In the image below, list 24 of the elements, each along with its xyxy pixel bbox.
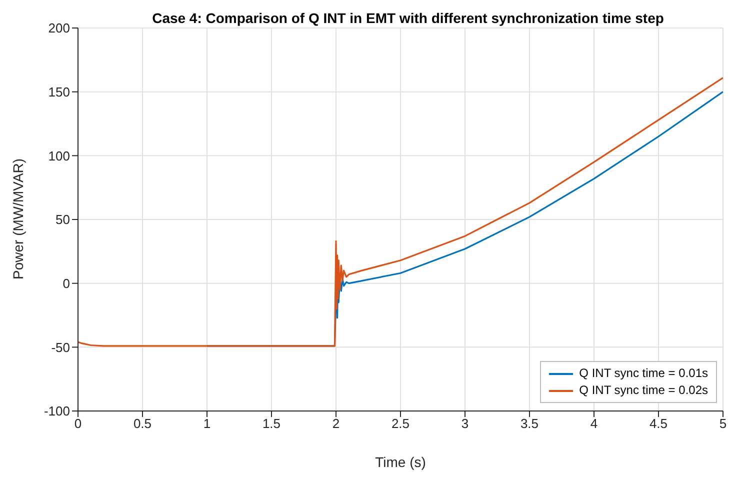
x-tick-label: 4.5 [649,416,668,432]
x-tick-label: 3.5 [520,416,539,432]
x-axis-title: Time (s) [375,454,426,470]
x-tick-label: 0 [74,416,82,432]
legend-label: Q INT sync time = 0.02s [579,382,708,399]
x-tick-label: 0.5 [133,416,152,432]
y-tick-label: 50 [56,212,70,228]
x-tick-label: 5 [719,416,727,432]
y-tick-label: 0 [62,276,70,291]
x-tick-label: 2.5 [391,416,410,432]
y-tick-label: 200 [48,20,70,36]
line-series [78,76,723,347]
x-tick-label: 4 [590,416,598,432]
x-tick-label: 1 [203,416,211,432]
y-axis-title: Power (MW/MVAR) [10,158,26,280]
y-tick-label: 100 [48,148,70,164]
x-tick-label: 2 [332,416,340,432]
y-tick-label: -100 [44,404,70,419]
y-tick-label: -50 [51,340,70,355]
legend-label: Q INT sync time = 0.01s [579,365,708,382]
x-tick-label: 1.5 [262,416,281,432]
y-tick-label: 150 [48,84,70,100]
x-tick-label: 3 [461,416,469,432]
chart-title: Case 4: Comparison of Q INT in EMT with different synchronization time step [152,10,664,26]
